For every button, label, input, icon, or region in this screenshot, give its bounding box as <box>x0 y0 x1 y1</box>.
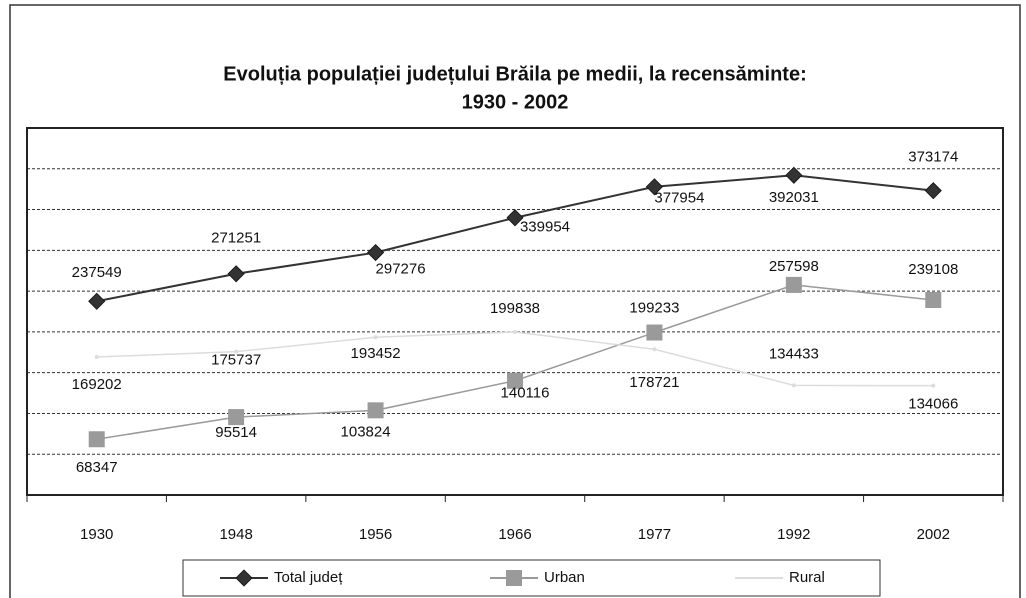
data-label: 175737 <box>211 352 261 369</box>
data-point <box>652 347 657 352</box>
data-label: 134066 <box>908 396 958 413</box>
data-point <box>234 349 239 354</box>
data-label: 68347 <box>76 459 118 476</box>
x-tick-label: 1992 <box>777 526 810 543</box>
data-point <box>506 209 524 227</box>
data-point <box>228 409 245 426</box>
data-point <box>785 166 803 184</box>
data-label: 377954 <box>654 190 704 207</box>
plot-area <box>26 127 1004 496</box>
data-label: 297276 <box>376 261 426 278</box>
data-point <box>367 243 385 262</box>
data-label: 373174 <box>908 149 958 166</box>
data-point <box>925 291 942 308</box>
x-tick-label: 1930 <box>80 526 113 543</box>
chart-frame <box>9 4 1021 598</box>
x-tick-label: 1977 <box>638 526 671 543</box>
data-label: 169202 <box>72 376 122 393</box>
data-label: 271251 <box>211 230 261 247</box>
x-tick-label: 1966 <box>498 526 531 543</box>
data-point <box>513 330 517 335</box>
data-point <box>931 383 936 388</box>
data-label: 95514 <box>215 424 257 441</box>
data-label: 193452 <box>351 345 401 362</box>
data-point <box>646 324 663 341</box>
x-tick-label: 1956 <box>359 526 392 543</box>
data-point <box>924 182 942 200</box>
chart-title: Evoluția populației județului Brăila pe … <box>223 63 806 85</box>
data-label: 392031 <box>769 189 819 206</box>
legend-label: Total județ <box>274 569 343 586</box>
data-label: 134433 <box>769 345 819 362</box>
data-point <box>88 292 106 310</box>
data-label: 199233 <box>629 299 679 316</box>
chart-title: 1930 - 2002 <box>462 91 569 113</box>
data-label: 339954 <box>520 219 570 236</box>
data-point <box>88 431 105 448</box>
data-point <box>507 372 523 389</box>
data-point <box>645 178 663 196</box>
data-label: 237549 <box>72 264 122 281</box>
legend-label: Rural <box>789 569 825 586</box>
data-point <box>94 355 99 360</box>
data-point <box>791 383 796 388</box>
data-point <box>367 402 384 419</box>
data-label: 178721 <box>629 374 679 391</box>
data-label: 257598 <box>769 258 819 275</box>
data-label: 140116 <box>501 385 550 402</box>
legend-marker <box>235 569 253 587</box>
x-tick-label: 1948 <box>219 526 252 543</box>
data-label: 103824 <box>341 423 391 440</box>
data-point <box>373 335 378 340</box>
legend-marker <box>506 570 522 586</box>
data-label: 239108 <box>908 261 958 278</box>
legend-label: Urban <box>544 569 585 586</box>
x-tick-label: 2002 <box>917 526 950 543</box>
data-point <box>227 265 245 283</box>
data-point <box>785 276 802 293</box>
data-label: 199838 <box>490 300 540 317</box>
